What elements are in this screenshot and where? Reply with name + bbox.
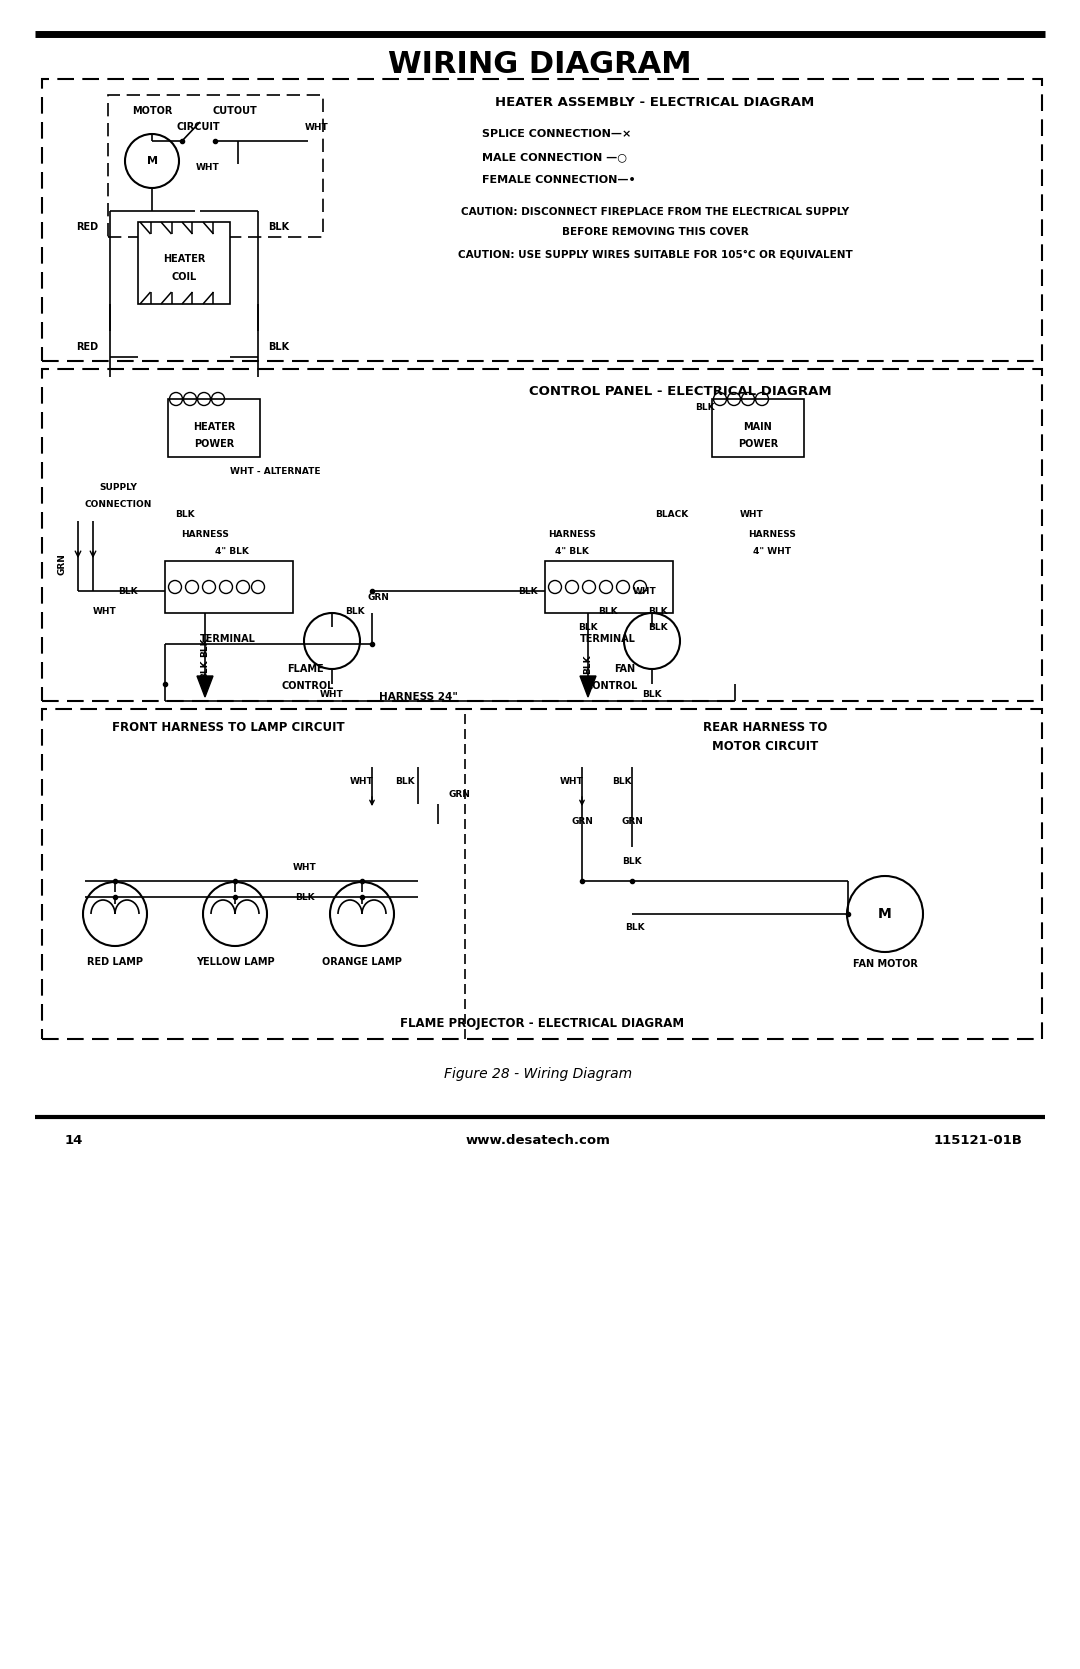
Text: BLK: BLK [622, 856, 642, 866]
Text: MOTOR CIRCUIT: MOTOR CIRCUIT [712, 741, 819, 753]
Text: BLK: BLK [518, 586, 538, 596]
Text: FLAME: FLAME [286, 664, 323, 674]
Text: POWER: POWER [738, 439, 778, 449]
Text: BLK: BLK [643, 689, 662, 699]
Text: BLK: BLK [598, 606, 618, 616]
Text: REAR HARNESS TO: REAR HARNESS TO [703, 721, 827, 733]
Text: FEMALE CONNECTION—•: FEMALE CONNECTION—• [482, 175, 636, 185]
Text: BLK: BLK [268, 342, 289, 352]
Text: FRONT HARNESS TO LAMP CIRCUIT: FRONT HARNESS TO LAMP CIRCUIT [111, 721, 345, 733]
Text: HEATER: HEATER [193, 422, 235, 432]
Text: FLAME PROJECTOR - ELECTRICAL DIAGRAM: FLAME PROJECTOR - ELECTRICAL DIAGRAM [400, 1018, 684, 1030]
Text: CIRCUIT: CIRCUIT [176, 122, 220, 132]
Text: BLK: BLK [578, 623, 598, 631]
Text: CONTROL: CONTROL [585, 681, 638, 691]
Text: BLK: BLK [625, 923, 645, 931]
Text: BLK: BLK [201, 638, 210, 658]
Text: FAN: FAN [615, 664, 635, 674]
Text: HEATER ASSEMBLY - ELECTRICAL DIAGRAM: HEATER ASSEMBLY - ELECTRICAL DIAGRAM [496, 95, 814, 108]
Text: TERMINAL: TERMINAL [580, 634, 636, 644]
Text: WHT: WHT [197, 162, 220, 172]
Text: CAUTION: USE SUPPLY WIRES SUITABLE FOR 105°C OR EQUIVALENT: CAUTION: USE SUPPLY WIRES SUITABLE FOR 1… [458, 249, 852, 259]
Text: BLK: BLK [583, 654, 593, 674]
Text: CONTROL PANEL - ELECTRICAL DIAGRAM: CONTROL PANEL - ELECTRICAL DIAGRAM [529, 384, 832, 397]
Text: BEFORE REMOVING THIS COVER: BEFORE REMOVING THIS COVER [562, 227, 748, 237]
Text: GRN: GRN [367, 592, 389, 601]
Bar [165, 561, 293, 613]
Text: M: M [147, 155, 158, 165]
Bar [108, 95, 323, 237]
Text: WHT: WHT [350, 776, 374, 786]
Text: SUPPLY: SUPPLY [99, 482, 137, 491]
Text: MAIN: MAIN [744, 422, 772, 432]
Text: 14: 14 [65, 1135, 83, 1148]
Text: Figure 28 - Wiring Diagram: Figure 28 - Wiring Diagram [444, 1066, 632, 1082]
Text: WHT: WHT [305, 122, 328, 132]
Text: GRN: GRN [621, 816, 643, 826]
Text: HARNESS: HARNESS [181, 529, 229, 539]
Text: 4" BLK: 4" BLK [215, 546, 248, 556]
Text: WHT: WHT [740, 509, 764, 519]
Text: MOTOR: MOTOR [132, 107, 172, 117]
Text: CUTOUT: CUTOUT [213, 107, 257, 117]
Text: SPLICE CONNECTION—×: SPLICE CONNECTION—× [482, 129, 632, 139]
Text: POWER: POWER [194, 439, 234, 449]
Text: RED: RED [76, 342, 98, 352]
Bar [712, 399, 804, 457]
Bar [138, 222, 230, 304]
Text: BLK: BLK [395, 776, 415, 786]
Text: WHT: WHT [561, 776, 584, 786]
Text: HARNESS: HARNESS [748, 529, 796, 539]
Text: 4" WHT: 4" WHT [753, 546, 791, 556]
Text: WHT: WHT [93, 606, 117, 616]
Text: BLK: BLK [201, 659, 210, 679]
Text: 115121-01B: 115121-01B [933, 1135, 1022, 1148]
Text: CONTROL: CONTROL [282, 681, 334, 691]
Text: RED LAMP: RED LAMP [87, 956, 143, 966]
Text: M: M [878, 906, 892, 921]
Text: ORANGE LAMP: ORANGE LAMP [322, 956, 402, 966]
Polygon shape [580, 676, 596, 698]
Bar [545, 561, 673, 613]
Text: HARNESS 24": HARNESS 24" [379, 693, 458, 703]
Text: BLK: BLK [295, 893, 314, 901]
Bar [42, 369, 1042, 701]
Text: YELLOW LAMP: YELLOW LAMP [195, 956, 274, 966]
Text: WHT: WHT [293, 863, 316, 871]
Text: BLK: BLK [648, 623, 667, 631]
Text: MALE CONNECTION —○: MALE CONNECTION —○ [482, 152, 627, 162]
Text: BLK: BLK [118, 586, 138, 596]
Text: BLACK: BLACK [656, 509, 689, 519]
Text: COIL: COIL [172, 272, 197, 282]
Text: BLK: BLK [612, 776, 632, 786]
Text: BLK: BLK [175, 509, 194, 519]
Text: HARNESS: HARNESS [548, 529, 596, 539]
Text: www.desatech.com: www.desatech.com [465, 1135, 610, 1148]
Text: 4" BLK: 4" BLK [555, 546, 589, 556]
Bar [42, 78, 1042, 361]
Bar [42, 709, 1042, 1040]
Bar [168, 399, 260, 457]
Text: BLK: BLK [346, 606, 365, 616]
Text: WHT: WHT [320, 689, 343, 699]
Text: CAUTION: DISCONNECT FIREPLACE FROM THE ELECTRICAL SUPPLY: CAUTION: DISCONNECT FIREPLACE FROM THE E… [461, 207, 849, 217]
Text: CONNECTION: CONNECTION [84, 499, 151, 509]
Text: GRN: GRN [57, 552, 67, 574]
Text: WIRING DIAGRAM: WIRING DIAGRAM [388, 50, 692, 78]
Text: HEATER: HEATER [163, 254, 205, 264]
Text: WHT: WHT [633, 586, 657, 596]
Text: BLK: BLK [696, 402, 715, 412]
Text: FAN MOTOR: FAN MOTOR [852, 960, 917, 970]
Text: RED: RED [76, 222, 98, 232]
Text: TERMINAL: TERMINAL [200, 634, 256, 644]
Polygon shape [197, 676, 213, 698]
Text: WHT - ALTERNATE: WHT - ALTERNATE [230, 467, 321, 476]
Text: BLK: BLK [648, 606, 667, 616]
Text: GRN: GRN [571, 816, 593, 826]
Text: BLK: BLK [268, 222, 289, 232]
Text: GRN: GRN [448, 789, 470, 798]
